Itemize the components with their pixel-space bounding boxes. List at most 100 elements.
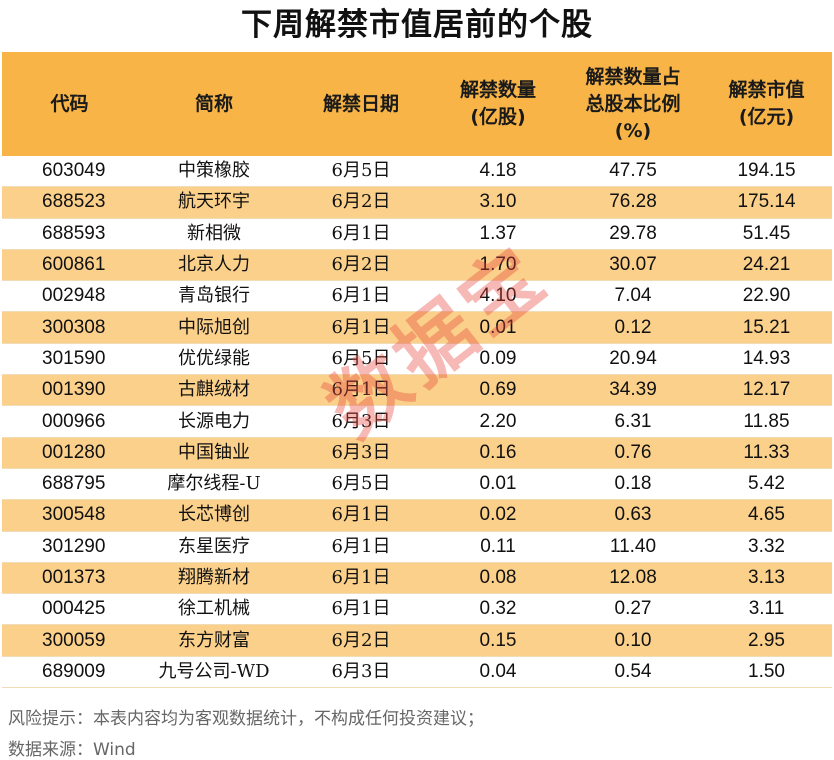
cell-ratio: 0.18 [565, 468, 701, 501]
table-row: 002948 青岛银行 6月1日 4.10 7.04 22.90 [2, 280, 832, 313]
cell-name: 中策橡胶 [137, 156, 291, 188]
header-date: 解禁日期 [291, 52, 431, 156]
table-row: 301290 东星医疗 6月1日 0.11 11.40 3.32 [2, 531, 832, 563]
cell-ratio: 29.78 [565, 218, 701, 250]
cell-ratio: 0.54 [565, 656, 701, 689]
cell-quantity: 3.10 [431, 186, 565, 219]
cell-code: 688795 [2, 468, 137, 501]
cell-date: 6月1日 [291, 374, 431, 407]
cell-ratio: 0.76 [565, 437, 701, 469]
cell-name: 中际旭创 [137, 311, 291, 344]
table-row: 300308 中际旭创 6月1日 0.01 0.12 15.21 [2, 311, 832, 344]
cell-ratio: 0.63 [565, 499, 701, 532]
cell-quantity: 4.10 [431, 280, 565, 313]
cell-quantity: 0.02 [431, 499, 565, 532]
cell-code: 001373 [2, 562, 137, 595]
cell-ratio: 7.04 [565, 280, 701, 313]
unlock-table: 代码 简称 解禁日期 解禁数量 (亿股) 解禁数量占 总股本比例 (%) 解禁市… [2, 52, 832, 689]
cell-code: 001390 [2, 374, 137, 407]
cell-name: 新相微 [137, 218, 291, 250]
cell-date: 6月2日 [291, 249, 431, 282]
cell-name: 摩尔线程-U [137, 468, 291, 501]
cell-date: 6月3日 [291, 437, 431, 469]
table-row: 688523 航天环宇 6月2日 3.10 76.28 175.14 [2, 186, 832, 219]
cell-code: 000425 [2, 593, 137, 626]
cell-ratio: 0.12 [565, 311, 701, 344]
page-title: 下周解禁市值居前的个股 [241, 7, 593, 43]
table-row: 000966 长源电力 6月3日 2.20 6.31 11.85 [2, 405, 832, 438]
cell-quantity: 0.69 [431, 374, 565, 407]
cell-code: 600861 [2, 249, 137, 282]
header-quantity: 解禁数量 (亿股) [431, 52, 565, 156]
cell-date: 6月1日 [291, 562, 431, 595]
cell-market-value: 2.95 [701, 624, 832, 657]
cell-code: 688523 [2, 186, 137, 219]
cell-quantity: 1.37 [431, 218, 565, 250]
cell-quantity: 0.04 [431, 656, 565, 689]
cell-market-value: 51.45 [701, 218, 832, 250]
cell-name: 青岛银行 [137, 280, 291, 313]
table-row: 689009 九号公司-WD 6月3日 0.04 0.54 1.50 [2, 656, 832, 689]
cell-code: 000966 [2, 405, 137, 438]
cell-name: 优优绿能 [137, 343, 291, 376]
cell-code: 002948 [2, 280, 137, 313]
cell-date: 6月2日 [291, 624, 431, 657]
cell-date: 6月1日 [291, 218, 431, 250]
cell-code: 688593 [2, 218, 137, 250]
cell-name: 长芯博创 [137, 499, 291, 532]
cell-ratio: 0.10 [565, 624, 701, 657]
cell-quantity: 0.09 [431, 343, 565, 376]
cell-ratio: 6.31 [565, 405, 701, 438]
cell-ratio: 34.39 [565, 374, 701, 407]
cell-quantity: 0.11 [431, 531, 565, 563]
cell-market-value: 3.32 [701, 531, 832, 563]
cell-name: 长源电力 [137, 405, 291, 438]
cell-market-value: 4.65 [701, 499, 832, 532]
cell-market-value: 24.21 [701, 249, 832, 282]
cell-code: 300548 [2, 499, 137, 532]
table-row: 000425 徐工机械 6月1日 0.32 0.27 3.11 [2, 593, 832, 626]
cell-market-value: 194.15 [701, 156, 832, 188]
cell-quantity: 0.08 [431, 562, 565, 595]
header-market-value: 解禁市值 (亿元) [701, 52, 832, 156]
data-source: 数据来源：Wind [8, 740, 136, 760]
table-row: 688795 摩尔线程-U 6月5日 0.01 0.18 5.42 [2, 468, 832, 501]
cell-name: 中国铀业 [137, 437, 291, 469]
cell-ratio: 20.94 [565, 343, 701, 376]
cell-quantity: 0.01 [431, 311, 565, 344]
cell-code: 301290 [2, 531, 137, 563]
cell-date: 6月1日 [291, 499, 431, 532]
cell-market-value: 5.42 [701, 468, 832, 501]
cell-market-value: 11.33 [701, 437, 832, 469]
cell-name: 东星医疗 [137, 531, 291, 563]
cell-code: 300308 [2, 311, 137, 344]
table-row: 300548 长芯博创 6月1日 0.02 0.63 4.65 [2, 499, 832, 532]
cell-quantity: 0.15 [431, 624, 565, 657]
cell-quantity: 2.20 [431, 405, 565, 438]
cell-market-value: 22.90 [701, 280, 832, 313]
table-row: 603049 中策橡胶 6月5日 4.18 47.75 194.15 [2, 156, 832, 188]
cell-ratio: 12.08 [565, 562, 701, 595]
cell-market-value: 12.17 [701, 374, 832, 407]
cell-ratio: 76.28 [565, 186, 701, 219]
cell-quantity: 0.32 [431, 593, 565, 626]
cell-market-value: 11.85 [701, 405, 832, 438]
header-code: 代码 [2, 52, 137, 156]
table-row: 688593 新相微 6月1日 1.37 29.78 51.45 [2, 218, 832, 250]
table-header-row: 代码 简称 解禁日期 解禁数量 (亿股) 解禁数量占 总股本比例 (%) 解禁市… [2, 52, 832, 156]
cell-name: 北京人力 [137, 249, 291, 282]
cell-market-value: 15.21 [701, 311, 832, 344]
cell-name: 航天环宇 [137, 186, 291, 219]
cell-market-value: 3.13 [701, 562, 832, 595]
header-name: 简称 [137, 52, 291, 156]
table-body: 603049 中策橡胶 6月5日 4.18 47.75 194.15 688523 航天环宇 6… [2, 156, 832, 689]
cell-name: 九号公司-WD [137, 656, 291, 689]
cell-ratio: 30.07 [565, 249, 701, 282]
table-row: 001373 翔腾新材 6月1日 0.08 12.08 3.13 [2, 562, 832, 595]
cell-ratio: 47.75 [565, 156, 701, 188]
cell-date: 6月5日 [291, 343, 431, 376]
cell-date: 6月5日 [291, 156, 431, 188]
table-row: 001280 中国铀业 6月3日 0.16 0.76 11.33 [2, 437, 832, 469]
cell-date: 6月2日 [291, 186, 431, 219]
table-row: 001390 古麒绒材 6月1日 0.69 34.39 12.17 [2, 374, 832, 407]
